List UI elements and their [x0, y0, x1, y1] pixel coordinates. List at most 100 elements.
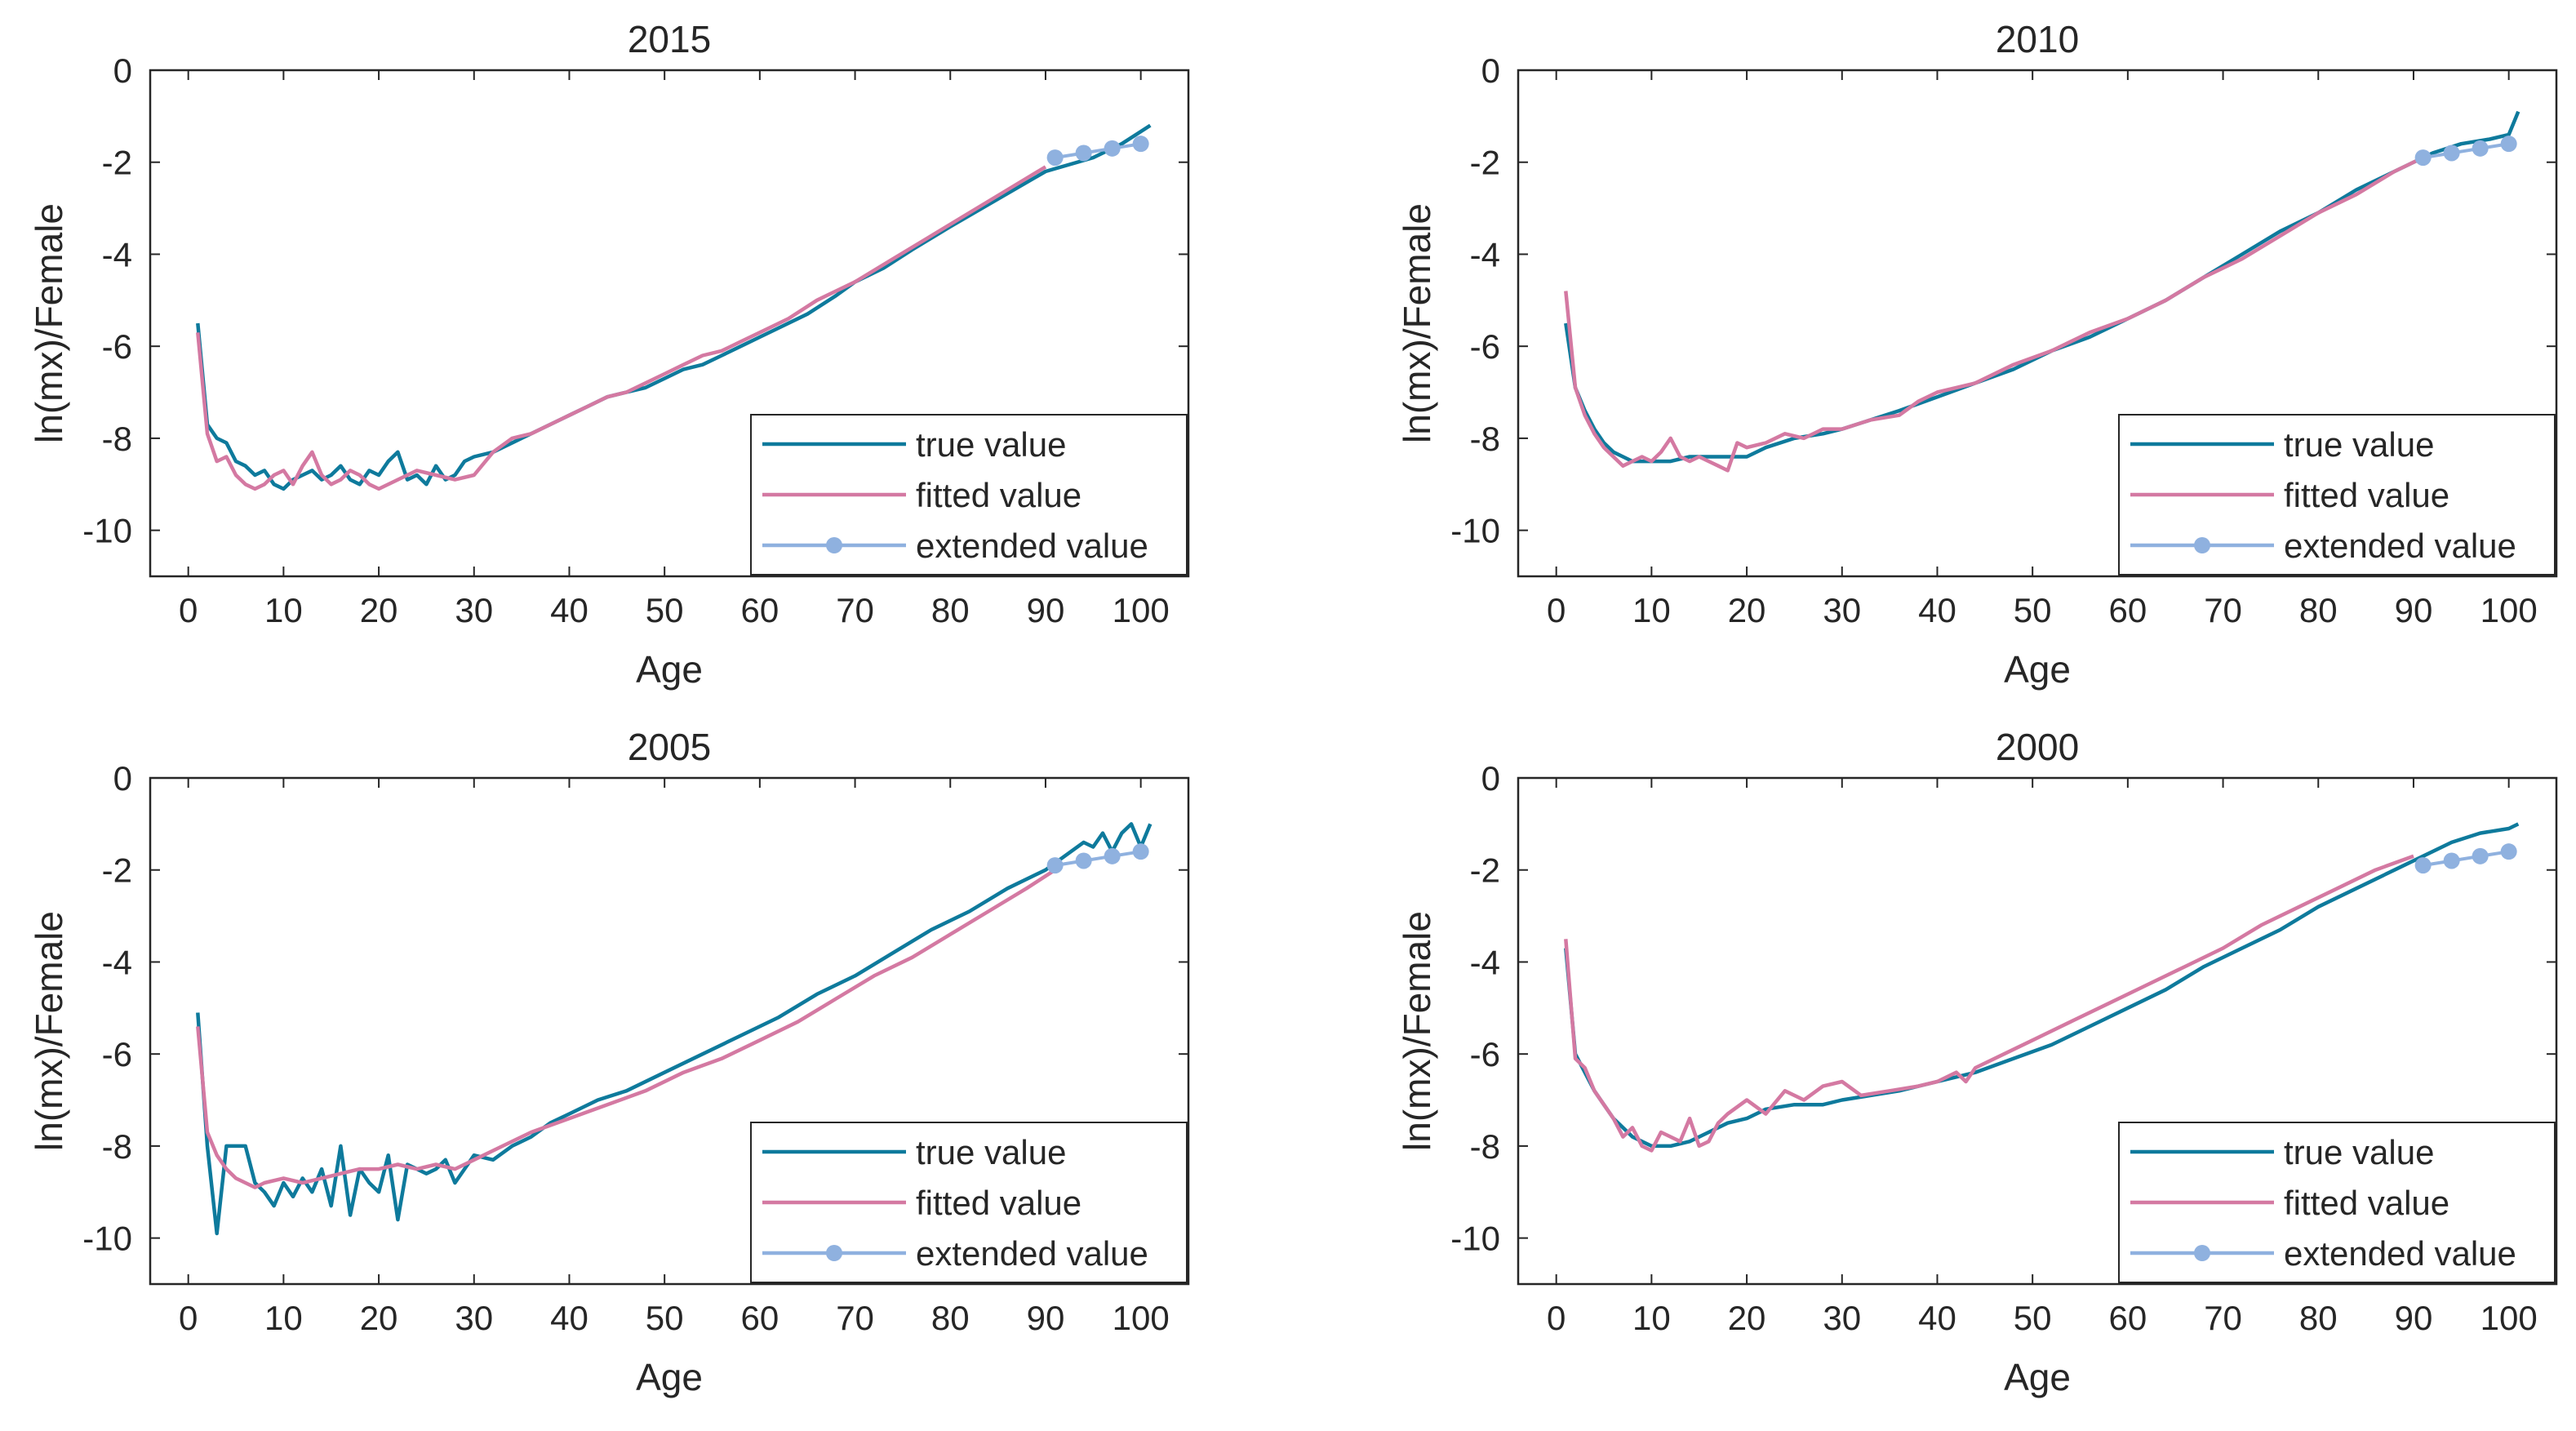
series-line: [2423, 142, 2510, 160]
extended-point: [2443, 144, 2460, 162]
x-tick-label: 20: [360, 1299, 398, 1337]
panel-2005: 2005 0 10 20 30 40 50 60 70 80 90 100 0 -2 -4 -6 -8 -10 Ag…: [28, 726, 1190, 1398]
x-tick-label: 0: [1547, 591, 1566, 629]
x-tick-label: 10: [1632, 1299, 1671, 1337]
extended-point: [1132, 843, 1149, 860]
y-tick-label: -2: [102, 851, 132, 890]
x-tick-label: 10: [1632, 591, 1671, 629]
series-fitted-value: [1564, 854, 2414, 1153]
extended-point: [2500, 843, 2517, 860]
series-line: [1055, 850, 1142, 868]
series-line: [2423, 850, 2510, 868]
y-tick-label: -4: [102, 235, 132, 273]
legend-label: fitted value: [2284, 476, 2449, 514]
extended-point: [2414, 857, 2432, 874]
y-axis-label: ln(mx)/Female: [1396, 911, 1438, 1151]
y-tick-label: 0: [113, 51, 132, 90]
y-tick-label: 0: [1481, 51, 1500, 90]
extended-point: [2472, 140, 2489, 157]
series-extended-value: [1046, 136, 1149, 167]
x-tick-label: 40: [1918, 1299, 1956, 1337]
x-tick-label: 40: [550, 1299, 588, 1337]
chart-title: 2000: [1996, 726, 2079, 768]
x-tick-label: 60: [2109, 591, 2147, 629]
x-tick-label: 30: [1823, 591, 1861, 629]
legend-label: extended value: [916, 1234, 1148, 1273]
series-line: [1564, 854, 2414, 1153]
legend-label: fitted value: [916, 1184, 1081, 1222]
y-axis-label: ln(mx)/Female: [1396, 203, 1438, 443]
legend-label: fitted value: [2284, 1184, 2449, 1222]
y-tick-label: -8: [102, 1127, 132, 1166]
y-tick-label: -8: [1470, 1127, 1500, 1166]
extended-point: [2500, 136, 2517, 153]
x-tick-label: 30: [1823, 1299, 1861, 1337]
legend-label: true value: [916, 425, 1066, 464]
x-tick-label: 100: [2481, 1299, 2538, 1337]
y-tick-label: -4: [1470, 235, 1500, 273]
x-tick-label: 50: [2014, 1299, 2052, 1337]
legend: true value fitted value extended value: [2118, 414, 2556, 576]
legend: true value fitted value extended value: [2118, 1122, 2556, 1283]
y-tick-label: -10: [1450, 1220, 1500, 1258]
legend-marker: [826, 1245, 842, 1261]
y-tick-label: -10: [82, 1220, 132, 1258]
x-tick-label: 50: [646, 1299, 684, 1337]
y-axis-label: ln(mx)/Female: [28, 911, 70, 1151]
x-tick-label: 30: [455, 591, 493, 629]
x-tick-label: 20: [1728, 1299, 1766, 1337]
extended-point: [2414, 149, 2432, 167]
x-tick-label: 80: [2299, 591, 2338, 629]
legend-label: fitted value: [916, 476, 1081, 514]
x-tick-label: 10: [264, 591, 303, 629]
x-tick-label: 100: [2481, 591, 2538, 629]
x-axis-label: Age: [2004, 648, 2071, 691]
series-fitted-value: [196, 868, 1056, 1189]
legend: true value fitted value extended value: [750, 1122, 1188, 1283]
x-tick-label: 0: [179, 1299, 198, 1337]
x-tick-label: 60: [2109, 1299, 2147, 1337]
extended-point: [1132, 136, 1149, 153]
extended-point: [1075, 144, 1092, 162]
chart-title: 2010: [1996, 18, 2079, 60]
legend-label: true value: [916, 1133, 1066, 1171]
x-tick-label: 100: [1113, 591, 1170, 629]
x-tick-label: 50: [646, 591, 684, 629]
panel-2000: 2000 0 10 20 30 40 50 60 70 80 90 100 0 -2 -4 -6 -8 -10 Ag…: [1396, 726, 2558, 1398]
x-tick-label: 70: [2204, 1299, 2242, 1337]
extended-point: [1104, 140, 1121, 157]
y-tick-label: -6: [102, 1035, 132, 1073]
x-tick-label: 70: [2204, 591, 2242, 629]
legend-label: extended value: [2284, 1234, 2516, 1273]
extended-point: [2472, 847, 2489, 864]
x-axis-label: Age: [636, 1356, 703, 1398]
y-tick-label: 0: [1481, 759, 1500, 798]
series-line: [196, 123, 1152, 491]
x-tick-label: 70: [836, 1299, 874, 1337]
y-tick-label: -4: [102, 943, 132, 981]
series-extended-value: [2414, 843, 2517, 874]
legend-marker: [826, 537, 842, 553]
x-tick-label: 90: [1027, 1299, 1065, 1337]
legend-label: extended value: [916, 527, 1148, 565]
y-tick-label: 0: [113, 759, 132, 798]
series-fitted-value: [1564, 156, 2424, 473]
x-tick-label: 40: [1918, 591, 1956, 629]
x-tick-label: 50: [2014, 591, 2052, 629]
series-line: [1055, 142, 1142, 160]
legend-label: extended value: [2284, 527, 2516, 565]
series-line: [1564, 156, 2424, 473]
extended-point: [1046, 149, 1064, 167]
x-tick-label: 0: [1547, 1299, 1566, 1337]
x-tick-label: 60: [741, 591, 779, 629]
series-fitted-value: [196, 165, 1047, 491]
x-axis-label: Age: [636, 648, 703, 691]
x-tick-label: 80: [931, 591, 970, 629]
chart-title: 2015: [628, 18, 711, 60]
x-axis-label: Age: [2004, 1356, 2071, 1398]
y-tick-label: -10: [1450, 512, 1500, 550]
extended-point: [2443, 852, 2460, 869]
x-tick-label: 90: [2395, 591, 2433, 629]
y-tick-label: -2: [102, 144, 132, 182]
